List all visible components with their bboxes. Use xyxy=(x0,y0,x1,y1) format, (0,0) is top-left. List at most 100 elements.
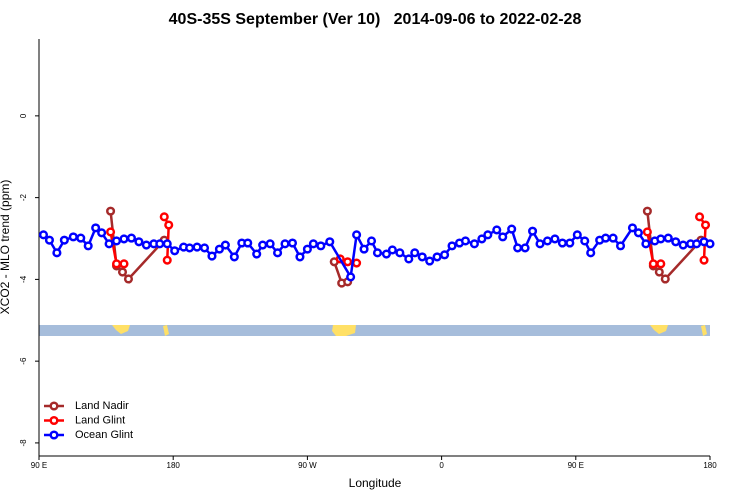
data-point xyxy=(671,237,681,247)
data-point xyxy=(528,226,538,236)
data-point xyxy=(381,249,391,259)
legend-marker xyxy=(49,415,59,426)
data-point xyxy=(192,242,202,252)
data-point xyxy=(287,238,298,248)
data-point xyxy=(126,233,136,243)
data-point xyxy=(695,212,705,222)
data-point xyxy=(104,239,114,249)
data-point xyxy=(258,240,268,250)
data-point xyxy=(447,241,457,251)
data-point xyxy=(280,239,290,249)
legend-marker xyxy=(49,430,59,440)
legend-label: Land Nadir xyxy=(75,400,129,412)
legend-label: Land Glint xyxy=(75,414,125,426)
x-tick-label: 90 W xyxy=(298,461,317,470)
data-point xyxy=(550,234,560,244)
data-point xyxy=(372,248,383,258)
map-strip xyxy=(39,325,710,336)
data-point xyxy=(265,239,275,249)
data-point xyxy=(134,237,144,247)
data-point xyxy=(214,244,224,254)
data-point xyxy=(387,245,397,255)
data-point xyxy=(656,234,666,244)
data-point xyxy=(123,274,134,284)
y-tick-label: -6 xyxy=(19,357,28,365)
ocean-strip xyxy=(39,325,710,336)
data-point xyxy=(663,233,673,243)
data-point xyxy=(229,252,239,262)
data-point xyxy=(359,244,369,254)
data-point xyxy=(507,224,517,234)
data-point xyxy=(520,243,530,253)
data-point xyxy=(513,243,523,253)
land xyxy=(112,325,130,334)
data-point xyxy=(352,258,362,268)
data-point xyxy=(220,240,230,250)
data-point xyxy=(316,241,326,251)
data-point xyxy=(111,259,122,269)
data-point xyxy=(141,240,151,250)
x-axis-label: Longitude xyxy=(349,476,402,490)
y-axis-label: XCO2 - MLO trend (ppm) xyxy=(0,180,12,315)
data-point xyxy=(207,251,217,261)
data-point xyxy=(243,238,253,248)
data-point xyxy=(460,236,471,246)
data-point xyxy=(252,249,262,259)
data-point xyxy=(656,259,666,269)
x-tick-label: 90 E xyxy=(568,461,584,470)
data-point xyxy=(641,239,651,249)
data-point xyxy=(395,248,405,258)
data-point xyxy=(633,228,643,238)
data-point xyxy=(492,225,502,235)
data-point xyxy=(119,234,129,244)
data-point xyxy=(52,248,62,258)
data-point xyxy=(366,236,377,246)
y-tick-label: -2 xyxy=(19,194,28,202)
legend-label: Ocean Glint xyxy=(75,429,133,441)
data-point xyxy=(38,230,49,240)
data-point xyxy=(642,227,652,237)
land xyxy=(701,325,707,336)
y-tick-label: 0 xyxy=(19,113,28,118)
data-point xyxy=(648,259,658,269)
data-point xyxy=(119,259,129,269)
data-point xyxy=(59,235,69,245)
data-point xyxy=(440,250,450,260)
data-point xyxy=(417,252,427,262)
data-point xyxy=(106,227,116,237)
data-point xyxy=(159,212,169,222)
data-point xyxy=(76,233,86,243)
x-tick-label: 180 xyxy=(703,461,717,470)
data-point xyxy=(699,255,709,265)
data-point xyxy=(425,256,435,266)
data-point xyxy=(601,233,611,243)
data-point xyxy=(164,220,174,230)
data-point xyxy=(642,206,652,216)
data-point xyxy=(404,254,414,264)
data-point xyxy=(700,220,711,230)
data-point xyxy=(295,252,305,262)
y-tick-label: -8 xyxy=(19,439,28,447)
data-point xyxy=(325,237,335,247)
land xyxy=(163,325,169,336)
data-point xyxy=(410,248,420,258)
data-point xyxy=(572,230,582,240)
data-point xyxy=(68,232,78,242)
data-point xyxy=(91,223,101,233)
data-point xyxy=(185,243,195,253)
data-point xyxy=(155,239,165,249)
data-point xyxy=(580,236,590,246)
data-point xyxy=(705,239,715,249)
data-point xyxy=(432,252,442,262)
data-point xyxy=(615,241,626,251)
data-point xyxy=(106,206,116,216)
data-point xyxy=(557,238,567,248)
x-tick-label: 0 xyxy=(439,461,444,470)
legend-marker xyxy=(49,401,59,411)
land xyxy=(650,325,668,334)
data-point xyxy=(302,244,312,254)
data-point xyxy=(111,236,122,246)
data-point xyxy=(97,228,107,238)
data-point xyxy=(162,239,172,249)
data-point xyxy=(44,235,54,245)
